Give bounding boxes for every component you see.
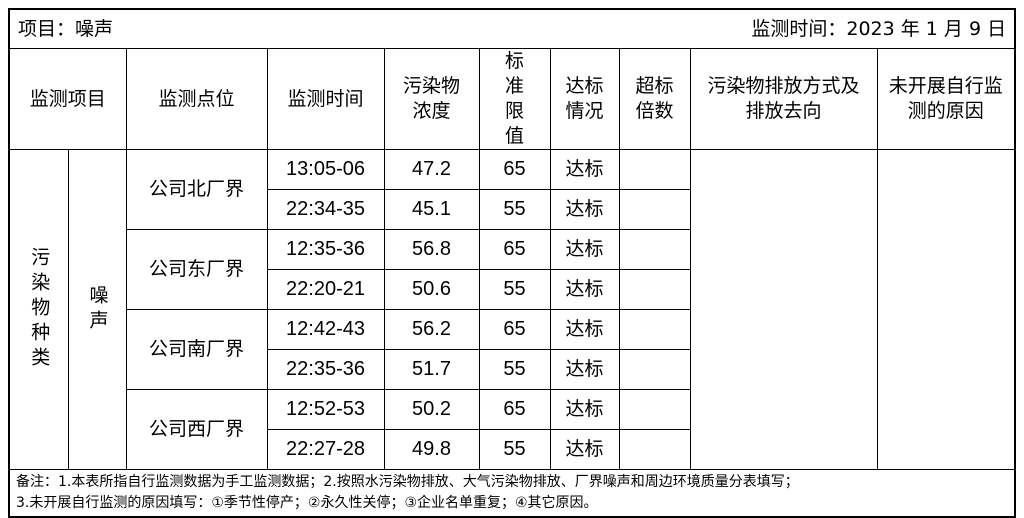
status-cell: 达标 [549,229,620,270]
limit-cell: 55 [478,189,551,230]
notes: 备注：1.本表所指自行监测数据为手工监测数据；2.按照水污染物排放、大气污染物排… [8,469,1016,518]
time-cell: 12:42-43 [266,309,385,350]
time-cell: 22:35-36 [266,349,385,390]
header-site: 监测点位 [125,48,268,150]
site-cell: 公司东厂界 [125,229,268,310]
time-cell: 22:20-21 [266,269,385,310]
note-line: 备注：1.本表所指自行监测数据为手工监测数据；2.按照水污染物排放、大气污染物排… [16,474,799,490]
header-exceed: 超标倍数 [618,48,691,150]
exceed-cell [618,349,691,390]
status-cell: 达标 [549,349,620,390]
value-cell: 45.1 [383,189,480,230]
header-row: 监测项目 监测点位 监测时间 污染物浓度 标准限值 达标情况 超标倍数 污染物排… [8,48,1016,150]
status-cell: 达标 [549,189,620,230]
project-label: 项目：噪声 [18,17,114,40]
value-cell: 50.6 [383,269,480,310]
header-concentration: 污染物浓度 [383,48,480,150]
status-cell: 达标 [549,149,620,190]
value-cell: 56.8 [383,229,480,270]
category-label: 污染物种类 [28,247,51,372]
monitoring-date: 监测时间：2023 年 1 月 9 日 [751,17,1007,40]
header-discharge: 污染物排放方式及排放去向 [689,48,878,150]
header-status: 达标情况 [549,48,620,150]
time-cell: 12:52-53 [266,389,385,430]
item-label: 噪声 [86,284,109,335]
table-row: 22:35-36 51.7 55 达标 [9,349,1015,390]
limit-cell: 55 [478,269,551,310]
limit-cell: 65 [478,309,551,350]
value-cell: 56.2 [383,309,480,350]
exceed-cell [618,429,691,470]
exceed-cell [618,229,691,270]
table-row: 22:27-28 49.8 55 达标 [9,429,1015,470]
status-cell: 达标 [549,269,620,310]
category-cell: 污染物种类 [8,149,69,470]
value-cell: 47.2 [383,149,480,190]
status-cell: 达标 [549,309,620,350]
site-cell: 公司西厂界 [125,389,268,470]
header-reason: 未开展自行监测的原因 [876,48,1016,150]
table-row: 公司西厂界 12:52-53 50.2 65 达标 [9,389,1015,470]
item-cell: 噪声 [67,149,127,470]
exceed-cell [618,149,691,190]
reason-cell [876,149,1016,470]
table-row: 污染物种类 噪声 公司北厂界 13:05-06 47.2 65 达标 [8,149,1016,470]
table-title-row: 项目：噪声 监测时间：2023 年 1 月 9 日 [8,8,1016,49]
exceed-cell [618,309,691,350]
time-cell: 22:27-28 [266,429,385,470]
note-line: 3.未开展自行监测的原因填写：①季节性停产；②永久性关停；③企业名单重复；④其它… [16,495,598,511]
status-cell: 达标 [549,389,620,430]
limit-cell: 55 [478,429,551,470]
value-cell: 49.8 [383,429,480,470]
site-cell: 公司北厂界 [125,149,268,230]
time-cell: 22:34-35 [266,189,385,230]
time-cell: 12:35-36 [266,229,385,270]
limit-cell: 65 [478,149,551,190]
limit-cell: 65 [478,389,551,430]
table-row: 公司南厂界 12:42-43 56.2 65 达标 [9,309,1015,390]
time-cell: 13:05-06 [266,149,385,190]
table-row: 22:20-21 50.6 55 达标 [9,269,1015,310]
discharge-cell [689,149,878,470]
site-cell: 公司南厂界 [125,309,268,390]
monitoring-table: 项目：噪声 监测时间：2023 年 1 月 9 日 监测项目 监测点位 监测时间… [8,8,1017,518]
header-time: 监测时间 [266,48,385,150]
value-cell: 50.2 [383,389,480,430]
header-limit: 标准限值 [478,48,551,150]
table-row: 22:34-35 45.1 55 达标 [9,189,1015,230]
limit-cell: 55 [478,349,551,390]
exceed-cell [618,189,691,230]
table-row: 公司东厂界 12:35-36 56.8 65 达标 [9,229,1015,310]
exceed-cell [618,269,691,310]
exceed-cell [618,389,691,430]
header-item: 监测项目 [8,48,127,150]
status-cell: 达标 [549,429,620,470]
limit-cell: 65 [478,229,551,270]
value-cell: 51.7 [383,349,480,390]
